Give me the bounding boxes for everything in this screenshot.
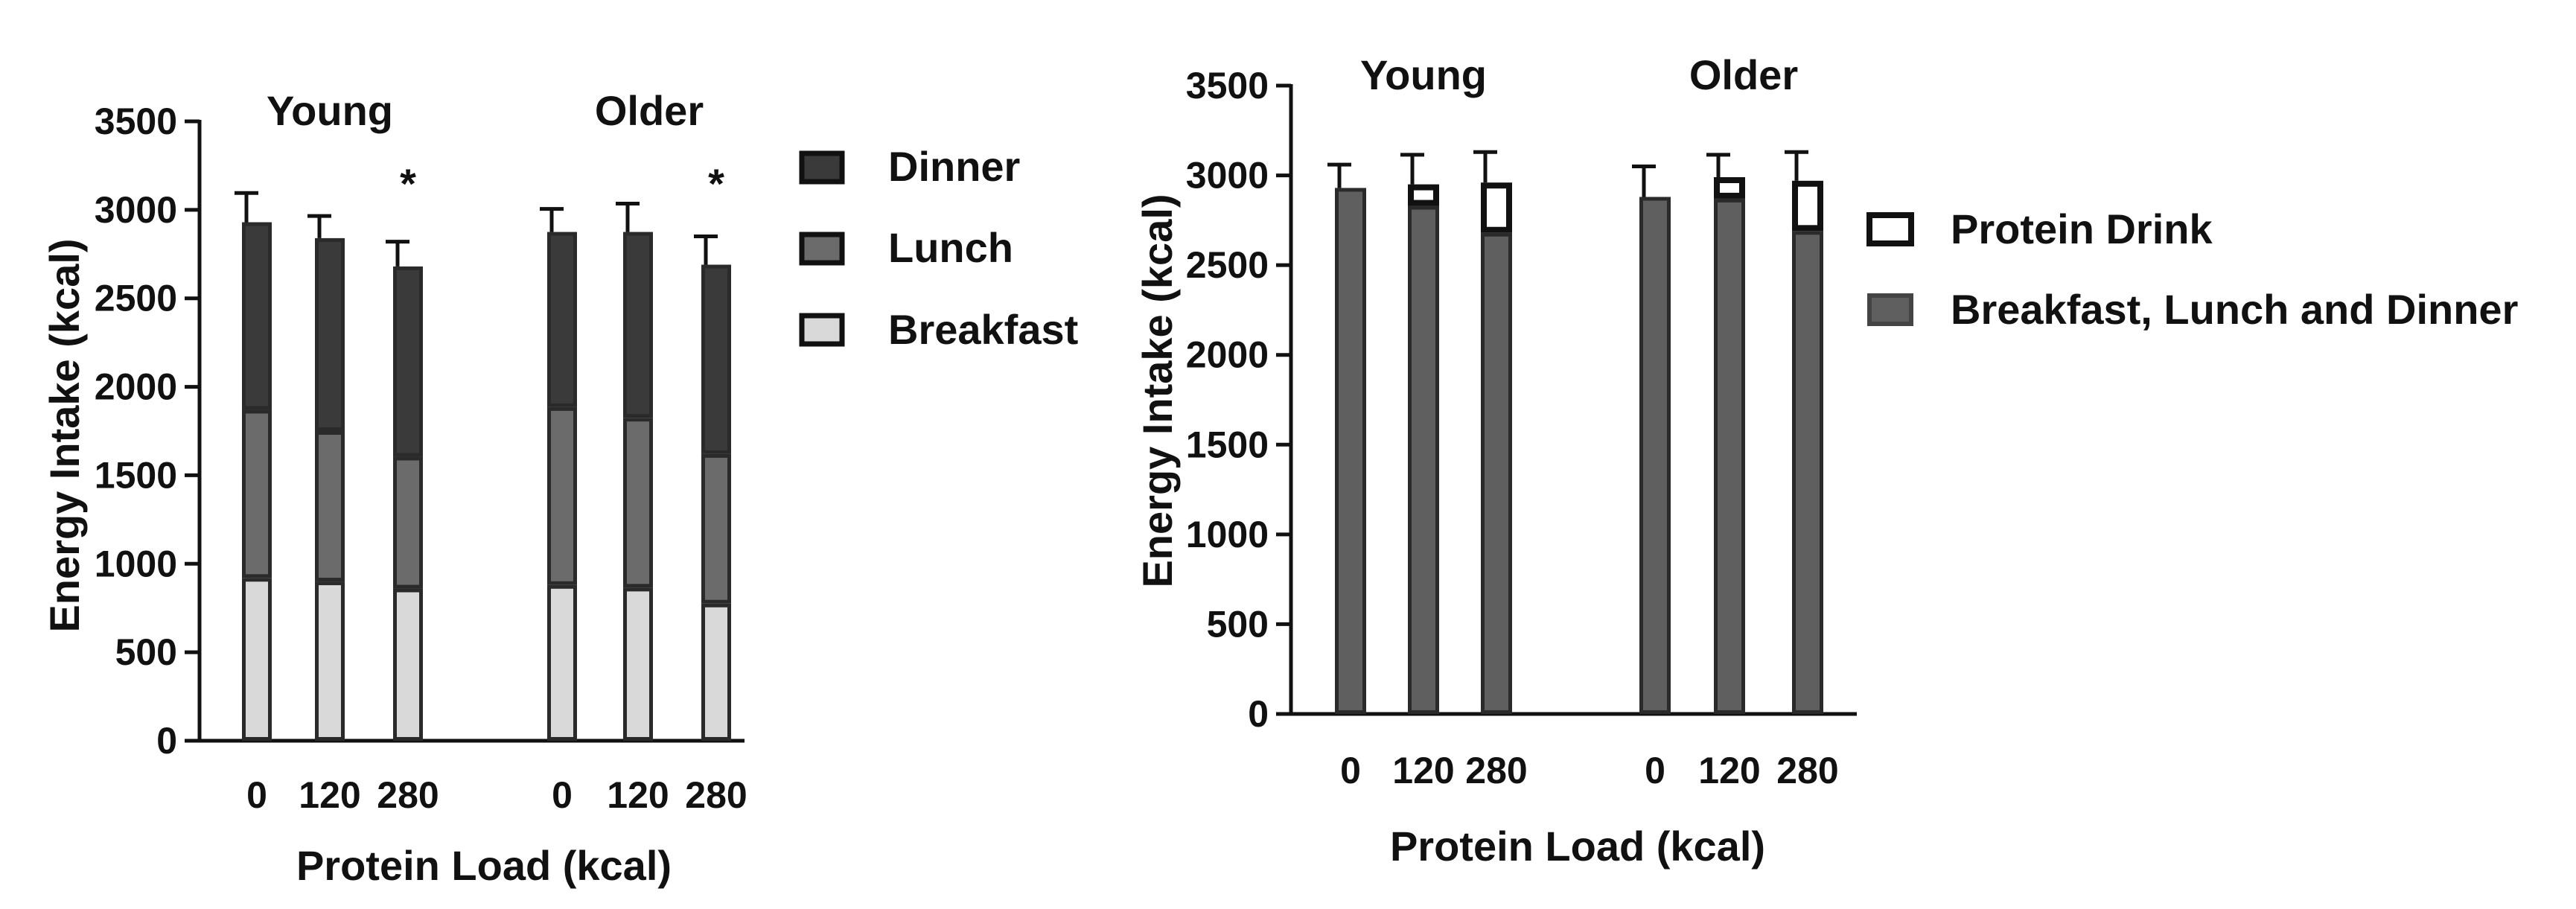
- legend-item-lunch: Lunch: [799, 224, 1013, 271]
- right-y-tick-label: 1000: [1186, 514, 1269, 555]
- left-bar-dinner-young-120: [315, 237, 345, 431]
- left-bar-breakfast-young-120: [315, 581, 345, 741]
- left-bar-lunch-older-0: [547, 406, 577, 585]
- left-y-tick-label: 3000: [95, 189, 177, 231]
- right-y-tick-label: 500: [1207, 603, 1269, 645]
- right-bar-breakfast-lunch-and-dinner-older-120: [1714, 198, 1745, 715]
- right-x-tick-label-older-120: 120: [1698, 750, 1760, 791]
- right-bar-protein-drink-older-280: [1792, 180, 1823, 232]
- left-legend: Dinner Lunch Breakfast: [799, 143, 1078, 353]
- left-x-tick-label-older-120: 120: [607, 774, 669, 816]
- left-x-tick-label-young-120: 120: [299, 774, 360, 816]
- left-bar-dinner-young-0: [242, 222, 272, 410]
- right-x-axis-title: Protein Load (kcal): [1390, 823, 1765, 870]
- right-y-tick-label: 3500: [1186, 65, 1269, 106]
- left-y-tick-label: 3500: [95, 101, 177, 142]
- right-y-tick-label: 2500: [1186, 244, 1269, 286]
- right-x-tick-label-older-0: 0: [1645, 750, 1665, 791]
- right-y-tick-label: 1500: [1186, 424, 1269, 465]
- left-y-tick-label: 1500: [95, 454, 177, 496]
- left-bar-dinner-older-0: [547, 232, 577, 407]
- legend-swatch-protein-drink: [1866, 212, 1914, 246]
- right-bar-breakfast-lunch-and-dinner-young-120: [1408, 205, 1439, 714]
- right-x-tick-label-young-0: 0: [1340, 750, 1361, 791]
- left-x-tick-label-young-0: 0: [246, 774, 267, 816]
- left-bar-dinner-older-280: [701, 264, 731, 454]
- left-x-tick-label-older-280: 280: [685, 774, 747, 816]
- legend-swatch-lunch: [799, 232, 845, 266]
- left-panel: 0 500 1000 1500 2000 2500 3000 3500 0 120 280 0 120 2…: [41, 87, 1078, 889]
- left-y-tick-label: 0: [156, 720, 177, 762]
- left-bar-lunch-young-0: [242, 409, 272, 578]
- left-bar-breakfast-older-280: [701, 603, 731, 741]
- right-y-axis-title: Energy Intake (kcal): [1134, 194, 1181, 587]
- left-y-tick-label: 1000: [95, 543, 177, 584]
- left-group-title-older: Older: [595, 87, 704, 134]
- right-bar-breakfast-lunch-and-dinner-older-0: [1639, 197, 1671, 715]
- left-sig-young-280: *: [400, 160, 416, 207]
- right-plot-area: 0 500 1000 1500 2000 2500 3000 3500 0 120 280 0 120 2…: [1186, 65, 1857, 791]
- left-x-axis-title: Protein Load (kcal): [296, 842, 672, 889]
- right-bar-breakfast-lunch-and-dinner-older-280: [1792, 231, 1823, 714]
- left-x-tick-label-older-0: 0: [552, 774, 573, 816]
- right-bar-breakfast-lunch-and-dinner-young-0: [1335, 188, 1366, 715]
- left-bar-breakfast-young-280: [393, 588, 423, 741]
- right-group-title-young: Young: [1360, 51, 1487, 98]
- right-x-tick-label-older-280: 280: [1776, 750, 1838, 791]
- legend-swatch-breakfast: [799, 313, 845, 347]
- legend-label-protein-drink: Protein Drink: [1951, 205, 2213, 252]
- left-bar-lunch-older-280: [701, 453, 731, 604]
- right-bar-protein-drink-older-120: [1714, 176, 1745, 199]
- legend-label-dinner: Dinner: [888, 143, 1020, 190]
- legend-swatch-dinner: [799, 150, 845, 185]
- left-y-tick-label: 500: [115, 631, 177, 673]
- left-bar-lunch-older-120: [623, 418, 653, 588]
- legend-label-lunch: Lunch: [888, 224, 1013, 271]
- left-sig-older-280: *: [708, 160, 724, 207]
- right-y-tick-label: 2000: [1186, 334, 1269, 376]
- left-x-tick-label-young-280: 280: [377, 774, 439, 816]
- legend-item-breakfast: Breakfast: [799, 306, 1078, 353]
- right-bar-protein-drink-young-280: [1481, 182, 1512, 233]
- legend-label-breakfast-lunch-dinner: Breakfast, Lunch and Dinner: [1951, 286, 2518, 333]
- right-x-tick-label-young-280: 280: [1465, 750, 1527, 791]
- right-bar-protein-drink-young-120: [1408, 184, 1439, 206]
- left-group-title-young: Young: [267, 87, 393, 134]
- left-bar-lunch-young-280: [393, 456, 423, 589]
- left-plot-area: 0 500 1000 1500 2000 2500 3000 3500 0 120 280 0 120 2…: [95, 101, 747, 816]
- right-y-tick-label: 0: [1248, 693, 1269, 735]
- left-bar-breakfast-older-0: [547, 584, 577, 741]
- left-y-tick-label: 2000: [95, 366, 177, 408]
- left-bar-dinner-older-120: [623, 232, 653, 418]
- left-bar-dinner-young-280: [393, 266, 423, 457]
- left-y-axis-title: Energy Intake (kcal): [41, 238, 88, 632]
- left-y-tick-label: 2500: [95, 278, 177, 319]
- right-y-tick-label: 3000: [1186, 155, 1269, 197]
- legend-label-breakfast: Breakfast: [888, 306, 1078, 353]
- legend-item-breakfast-lunch-dinner: Breakfast, Lunch and Dinner: [1867, 286, 2518, 333]
- left-bar-breakfast-older-120: [623, 587, 653, 741]
- right-legend: Protein Drink Breakfast, Lunch and Dinne…: [1866, 205, 2518, 333]
- legend-item-dinner: Dinner: [799, 143, 1020, 190]
- right-x-tick-label-young-120: 120: [1392, 750, 1454, 791]
- right-group-title-older: Older: [1689, 51, 1798, 98]
- right-panel: 0 500 1000 1500 2000 2500 3000 3500 0 120 280 0 120 2…: [1134, 51, 2518, 870]
- legend-swatch-breakfast-lunch-dinner: [1867, 293, 1913, 326]
- left-bar-breakfast-young-0: [242, 578, 272, 741]
- right-bar-breakfast-lunch-and-dinner-young-280: [1481, 232, 1512, 715]
- left-bar-lunch-young-120: [315, 431, 345, 582]
- legend-item-protein-drink: Protein Drink: [1866, 205, 2213, 252]
